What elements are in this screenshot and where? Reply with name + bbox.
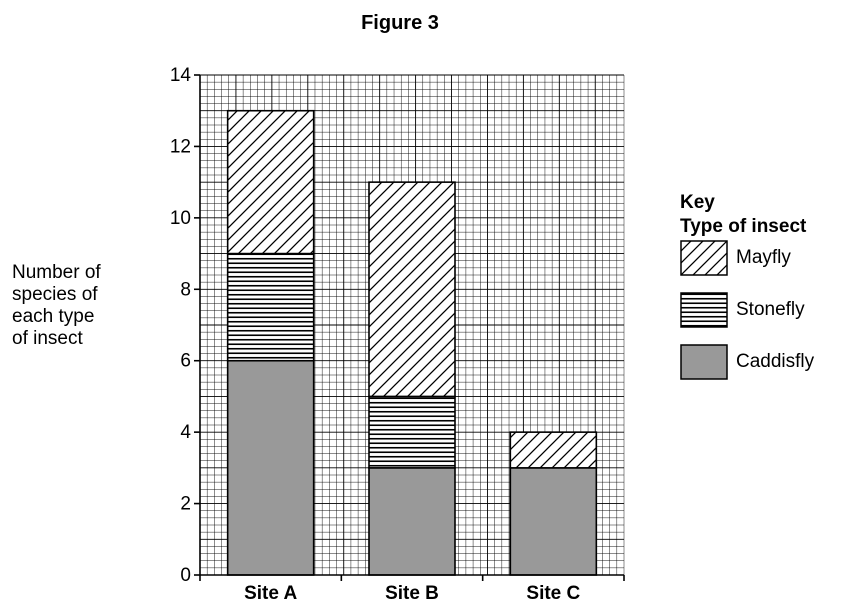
legend-title-line: Type of insect (680, 216, 807, 237)
y-axis-label-line: Number of (12, 262, 101, 283)
y-axis-label: Number of species of each type of insect (12, 262, 152, 350)
x-category-label: Site C (526, 583, 580, 604)
legend-swatch-mayfly (680, 240, 728, 276)
y-tick-label: 8 (180, 279, 191, 300)
y-tick-label: 0 (180, 565, 191, 586)
legend-label: Caddisfly (736, 351, 815, 372)
legend-swatch-caddisfly (680, 344, 728, 380)
axes (194, 74, 625, 581)
y-tick-label: 2 (180, 494, 191, 515)
y-tick-label: 14 (170, 65, 192, 86)
bar-segment-caddisfly-site-a (226, 359, 315, 576)
y-tick-label: 10 (170, 208, 191, 229)
legend-title-line: Key (680, 192, 715, 213)
y-axis-label-line: each type (12, 306, 95, 327)
bar-segment-stonefly-site-a (226, 252, 315, 362)
legend-swatch-stonefly (680, 292, 728, 328)
y-axis-label-line: of insect (12, 328, 83, 349)
x-category-label: Site A (244, 583, 297, 604)
axis-labels: 0 2 4 6 8 10 12 14 Site A Site B Site C (170, 65, 581, 604)
bar-segment-mayfly-site-a (226, 109, 315, 255)
legend-label: Stonefly (736, 299, 805, 320)
bar-segment-mayfly-site-b (368, 181, 456, 398)
y-axis-label-line: species of (12, 284, 98, 305)
legend-item-mayfly: Mayfly (680, 240, 791, 276)
bar-segment-caddisfly-site-c (509, 467, 598, 576)
chart-title: Figure 3 (361, 12, 439, 34)
legend-item-caddisfly: Caddisfly (680, 344, 814, 380)
bar-segment-caddisfly-site-b (368, 467, 456, 576)
x-category-label: Site B (385, 583, 439, 604)
bar-segment-mayfly-site-c (509, 431, 598, 469)
legend-label: Mayfly (736, 247, 791, 268)
y-tick-label: 4 (180, 422, 191, 443)
legend-item-stonefly: Stonefly (680, 292, 805, 328)
y-tick-label: 12 (170, 136, 191, 157)
bar-segment-stonefly-site-b (368, 395, 456, 469)
legend-title: Key Type of insect (680, 191, 806, 239)
bars (226, 109, 598, 576)
y-tick-label: 6 (180, 351, 191, 372)
